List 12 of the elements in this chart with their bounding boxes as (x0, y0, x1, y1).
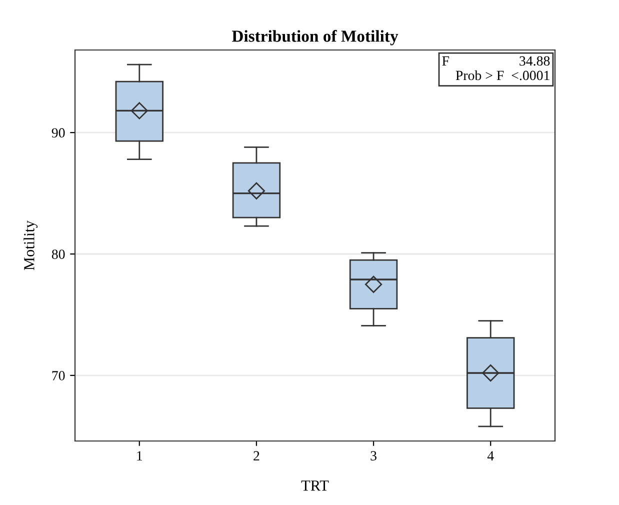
x-tick-label: 4 (487, 451, 494, 460)
y-tick-label: 90 (52, 128, 65, 138)
x-tick-label: 3 (370, 451, 376, 460)
chart-title: Distribution of Motility (232, 30, 398, 46)
x-axis-title: TRT (301, 480, 329, 491)
y-tick-label: 80 (52, 250, 65, 259)
y-tick-label: 70 (52, 371, 65, 380)
y-axis-title: Motility (24, 220, 38, 270)
x-tick-label: 1 (137, 451, 142, 460)
annotation: F 34.88 (442, 56, 550, 66)
x-tick-label: 2 (254, 451, 260, 460)
annotation: Prob > F <.0001 (456, 70, 550, 80)
